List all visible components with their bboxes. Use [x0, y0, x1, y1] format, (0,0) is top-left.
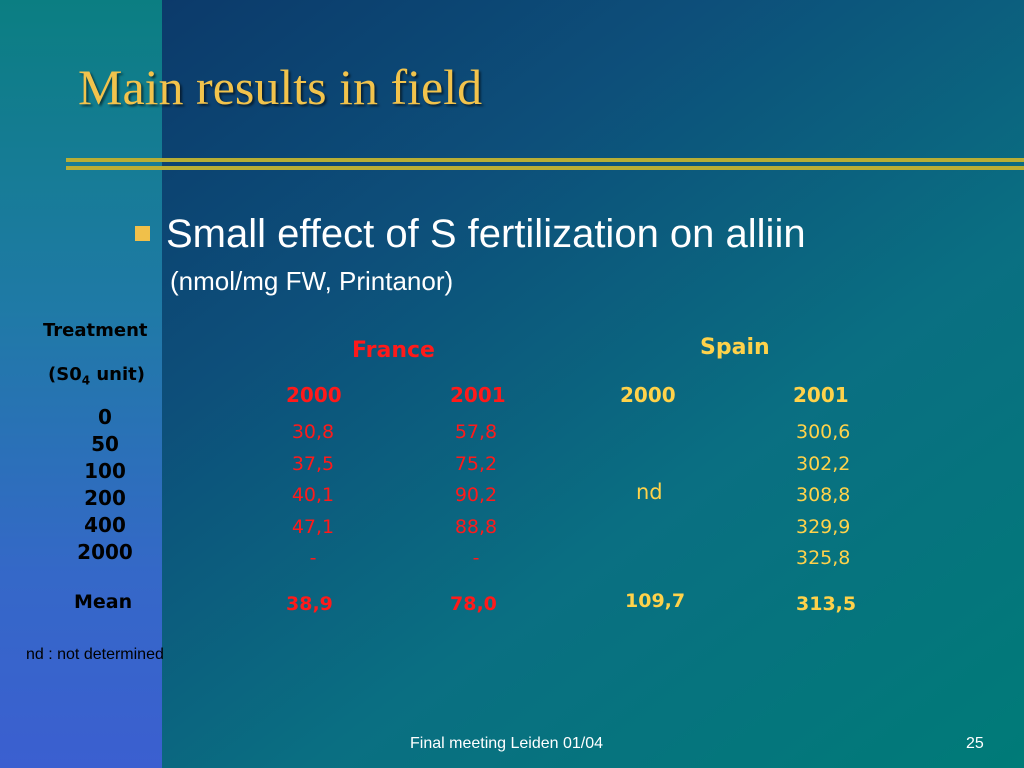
treatment-label: Treatment: [43, 320, 148, 341]
table-cell: 325,8: [796, 547, 851, 569]
spain-2000-nd: nd: [636, 480, 663, 504]
bullet-subtext: (nmol/mg FW, Printanor): [170, 266, 454, 296]
dose-value: 200: [84, 486, 126, 510]
spain-year-2001: 2001: [793, 383, 849, 407]
table-cell: 30,8: [291, 421, 335, 443]
mean-label: Mean: [74, 591, 133, 613]
slide-title: Main results in field: [78, 59, 483, 115]
spain-header: Spain: [700, 335, 770, 360]
table-cell: 57,8: [454, 421, 498, 443]
dose-value: 100: [84, 459, 126, 483]
dose-value: 2000: [77, 540, 133, 564]
spain-year-2000: 2000: [620, 383, 676, 407]
france-2001-mean: 78,0: [450, 593, 497, 615]
title-rule-top: [66, 158, 1024, 162]
bullet-square-icon: [135, 226, 150, 241]
france-year-2000: 2000: [286, 383, 342, 407]
dose-value: 0: [98, 405, 112, 429]
table-cell: 88,8: [454, 515, 498, 538]
table-cell: -: [309, 547, 317, 569]
dose-value: 400: [84, 513, 126, 537]
table-cell: 300,6: [796, 421, 851, 443]
footer-text: Final meeting Leiden 01/04: [410, 735, 604, 752]
france-year-2001: 2001: [450, 383, 506, 407]
table-cell: 40,1: [291, 484, 335, 506]
dose-list: 0 50 100 200 400 2000: [50, 404, 160, 566]
treatment-unit: (S04 unit): [48, 364, 145, 388]
table-cell: 37,5: [291, 452, 335, 475]
france-2000-mean: 38,9: [286, 593, 333, 615]
page-number: 25: [966, 735, 984, 752]
table-cell: -: [472, 547, 480, 569]
title-rule-bottom: [66, 166, 1024, 170]
table-cell: 302,2: [796, 452, 851, 475]
table-cell: 90,2: [454, 484, 498, 506]
table-cell: 75,2: [454, 452, 498, 475]
bullet-text: Small effect of S fertilization on allii…: [166, 212, 806, 256]
spain-2000-mean: 109,7: [625, 590, 686, 612]
france-header: France: [352, 338, 435, 363]
dose-value: 50: [91, 432, 119, 456]
left-color-band: [0, 0, 162, 768]
spain-2001-values: 300,6 302,2 308,8 329,9 325,8: [796, 417, 850, 575]
france-2001-values: 57,8 75,2 90,2 88,8 -: [450, 417, 502, 575]
spain-2001-mean: 313,5: [796, 593, 857, 615]
table-cell: 47,1: [291, 515, 335, 538]
table-cell: 329,9: [796, 515, 851, 538]
bullet-item: Small effect of S fertilization on allii…: [135, 212, 806, 256]
france-2000-values: 30,8 37,5 40,1 47,1 -: [288, 417, 338, 575]
table-cell: 308,8: [796, 484, 851, 506]
footnote: nd : not determined: [26, 646, 164, 663]
